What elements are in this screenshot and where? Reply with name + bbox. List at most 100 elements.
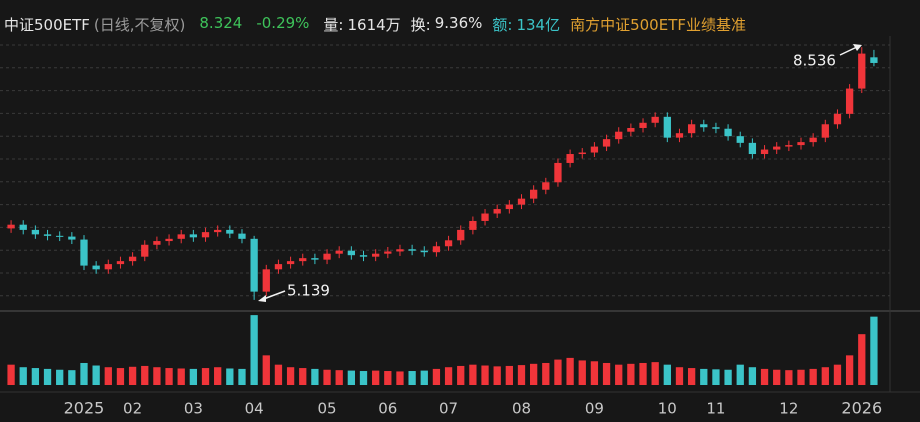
volume-bar	[530, 363, 538, 385]
candle-body	[651, 116, 659, 123]
candle-body	[359, 255, 368, 257]
candle-body	[408, 249, 416, 251]
x-tick-label: 2025	[64, 399, 105, 418]
volume-bar	[821, 367, 829, 385]
volume-bar	[262, 355, 270, 385]
volume-bar	[359, 371, 368, 385]
candle-body	[505, 204, 513, 210]
candle-body	[687, 124, 696, 134]
candle-body	[384, 251, 392, 254]
change: -0.29%	[256, 14, 310, 32]
turnover: 9.36%	[434, 14, 483, 32]
volume-bar	[92, 365, 100, 385]
volume-bar	[335, 370, 343, 385]
volume-bar	[469, 364, 477, 385]
candle-body	[372, 253, 380, 257]
volume-bar	[700, 368, 708, 385]
candle-body	[7, 224, 15, 229]
volume-bar	[590, 361, 599, 385]
amount-label: 额:	[492, 16, 513, 34]
volume-bar	[238, 368, 246, 385]
volume-bar	[420, 370, 428, 385]
security-name: 中证500ETF	[4, 16, 90, 34]
candle-body	[274, 264, 283, 270]
price: 8.324	[199, 14, 243, 32]
amount: 134亿	[516, 16, 561, 34]
volume-bar	[104, 367, 112, 385]
high-annotation: 8.536	[793, 52, 836, 70]
volume-bar	[372, 370, 380, 385]
candle-body	[68, 236, 76, 240]
benchmark: 南方中证500ETF业绩基准	[570, 16, 746, 34]
candle-body	[457, 229, 465, 241]
volume-bar	[444, 367, 453, 385]
header: 中证500ETF (日线,不复权) 8.324 -0.29% 量: 1614万 …	[4, 14, 750, 35]
volume-bar	[797, 369, 805, 385]
volume-bar	[615, 364, 623, 385]
candle-body	[396, 249, 404, 252]
volume-bar	[201, 368, 210, 385]
candle-body	[773, 146, 781, 150]
volume-bar	[785, 370, 793, 385]
volume: 1614万	[347, 16, 401, 34]
turnover-label: 换:	[410, 16, 431, 34]
x-tick-label: 11	[706, 400, 725, 418]
candle-body	[335, 250, 343, 254]
volume-bar	[311, 368, 319, 385]
candle-body	[201, 232, 210, 238]
candle-body	[311, 258, 319, 260]
candle-body	[226, 229, 234, 234]
x-tick-label: 02	[123, 400, 142, 418]
candle-body	[858, 53, 866, 89]
candle-body	[554, 162, 562, 183]
volume-bar	[7, 364, 15, 385]
candle-body	[785, 145, 793, 147]
candle-body	[639, 122, 647, 128]
candle-body	[432, 246, 441, 253]
volume-bar	[250, 315, 258, 385]
candle-body	[189, 234, 198, 238]
volume-bar	[760, 368, 769, 385]
volume-bar	[748, 367, 757, 385]
candle-body	[286, 261, 295, 265]
annotation-arrowhead	[258, 295, 266, 302]
candle-body	[420, 250, 428, 253]
volume-bar	[833, 364, 842, 385]
volume-bar	[323, 369, 331, 385]
volume-bar	[384, 371, 392, 385]
volume-bar	[56, 369, 64, 385]
x-tick-label: 04	[245, 400, 264, 418]
volume-bar	[809, 368, 817, 385]
candle-body	[566, 154, 574, 163]
candle-body	[797, 142, 805, 146]
volume-label: 量:	[323, 16, 344, 34]
candle-body	[675, 133, 684, 138]
low-annotation: 5.139	[287, 282, 330, 300]
candle-body	[469, 220, 477, 230]
volume-bar	[736, 364, 744, 385]
candle-body	[80, 239, 88, 266]
volume-bar	[408, 371, 416, 385]
candle-body	[748, 142, 757, 155]
volume-bar	[153, 367, 161, 385]
volume-bar	[651, 362, 659, 385]
candle-body	[444, 240, 453, 247]
candle-body	[238, 233, 246, 239]
volume-bar	[286, 367, 295, 385]
volume-bar	[19, 367, 27, 385]
volume-bar	[116, 368, 125, 385]
candle-body	[542, 182, 550, 190]
volume-bar	[432, 368, 441, 385]
candle-body	[712, 127, 720, 129]
candle-body	[809, 137, 817, 143]
x-tick-label: 05	[318, 400, 337, 418]
volume-bar	[554, 359, 562, 385]
volume-bar	[141, 365, 149, 385]
candle-body	[760, 149, 769, 155]
volume-bar	[128, 366, 137, 385]
candle-body	[104, 264, 112, 270]
candle-body	[724, 128, 732, 137]
